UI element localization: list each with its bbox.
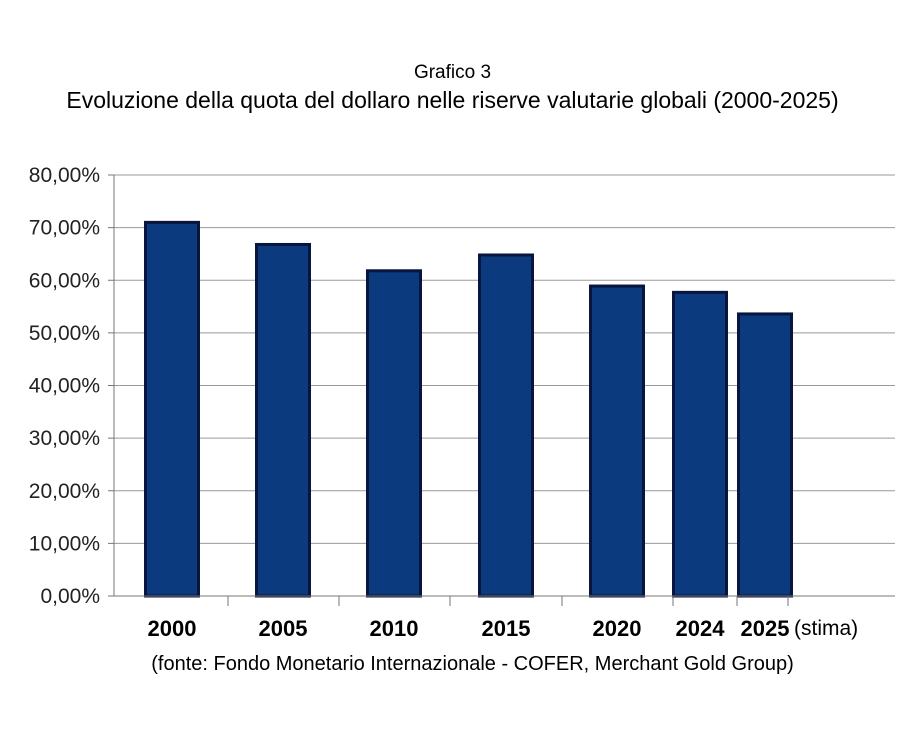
chart-source: (fonte: Fondo Monetario Internazionale -… (151, 653, 794, 675)
y-tick-label: 10,00% (29, 532, 100, 555)
x-tick-label: 2005 (259, 616, 308, 641)
y-tick-label: 0,00% (40, 585, 100, 608)
y-tick-label: 70,00% (29, 217, 100, 240)
chart-subtitle: Evoluzione della quota del dollaro nelle… (66, 87, 839, 113)
x-tick-label: 2025 (741, 616, 790, 641)
bar-2015 (478, 253, 534, 598)
bar-2024 (672, 290, 728, 598)
x-tick-label: 2024 (676, 616, 726, 641)
estimate-note: (stima) (794, 617, 859, 640)
y-tick-label: 60,00% (29, 269, 100, 292)
y-tick-label: 40,00% (29, 375, 100, 398)
bar-layer (144, 220, 793, 598)
x-tick-label: 2015 (482, 616, 531, 641)
y-tick-label: 80,00% (29, 164, 100, 187)
axis-layer: 0,00% 10,00% 20,00% 30,00% 40,00% 50,00% 60,00… (29, 164, 895, 641)
bar-2020 (589, 284, 645, 598)
chart-title: Grafico 3 (413, 62, 492, 83)
x-tick-label: 2000 (148, 616, 197, 641)
y-tick-label: 50,00% (29, 322, 100, 345)
bar-2005 (255, 242, 311, 598)
x-tick-label: 2020 (593, 616, 642, 641)
x-tick-label: 2010 (370, 616, 419, 641)
bar-2025 (737, 312, 793, 598)
bar-2000 (144, 220, 200, 598)
y-tick-label: 20,00% (29, 480, 100, 503)
y-tick-label: 30,00% (29, 427, 100, 450)
bar-2010 (366, 269, 422, 598)
